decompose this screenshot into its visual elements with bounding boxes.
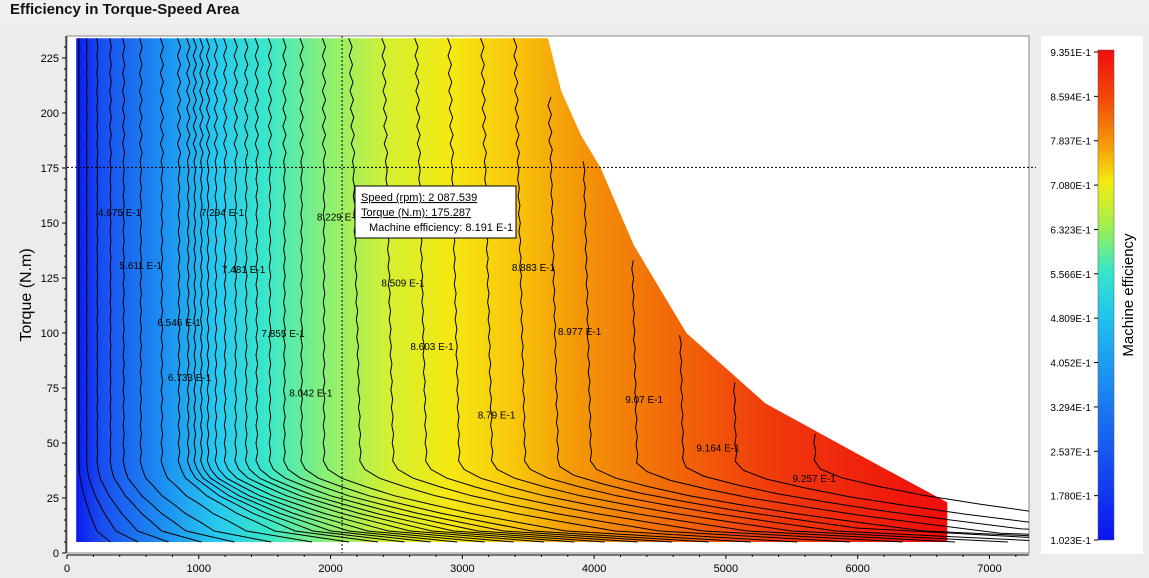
contour-line	[299, 38, 709, 543]
x-tick-label: 7000	[977, 563, 1001, 575]
contour-line	[192, 38, 405, 543]
contour-line	[282, 38, 672, 543]
contour-line	[176, 38, 350, 543]
x-tick-label: 1000	[187, 563, 211, 575]
y-tick-label: 175	[41, 163, 59, 175]
contour-line	[381, 38, 850, 543]
contour-label: 6.546 E-1	[157, 318, 201, 329]
contour-line	[233, 38, 545, 543]
tooltip: Speed (rpm): 2 087.539 Torque (N.m): 175…	[354, 185, 517, 239]
contour-label: 8.79 E-1	[478, 410, 516, 421]
contour-labels: 4.675 E-1 5.611 E-1 6.546 E-1 6.733 E-1 7.29…	[98, 208, 836, 485]
contour-lines	[78, 38, 1029, 543]
contour-line	[244, 38, 575, 543]
y-axis-label: Torque (N.m)	[18, 248, 35, 341]
contour-line	[447, 38, 956, 543]
y-tick-label: 75	[47, 383, 59, 395]
contour-line	[547, 96, 1029, 538]
x-tick-label: 4000	[582, 563, 606, 575]
contour-line	[223, 38, 514, 543]
contour-line	[138, 38, 272, 543]
contour-line	[85, 38, 139, 543]
contour-label: 7.481 E-1	[222, 265, 266, 276]
contour-line	[159, 38, 313, 543]
efficiency-region	[76, 38, 948, 542]
contour-line	[205, 38, 458, 543]
contour-line	[813, 433, 1029, 512]
contour-line	[733, 382, 1029, 523]
contour-line	[213, 38, 485, 543]
contour-line	[267, 38, 638, 543]
contour-label: 8.977 E-1	[558, 327, 602, 338]
contour-line	[513, 38, 1029, 541]
contour-line	[679, 335, 1029, 530]
contour-label: 6.733 E-1	[168, 373, 212, 384]
x-tick-label: 0	[64, 563, 70, 575]
contour-line	[414, 38, 903, 543]
contour-line	[78, 38, 111, 543]
tooltip-torque: Torque (N.m): 175.287	[361, 207, 471, 219]
contour-line	[348, 38, 798, 543]
contour-line	[480, 38, 1008, 543]
contour-line	[321, 38, 751, 543]
contour-line	[96, 38, 169, 543]
tooltip-speed: Speed (rpm): 2 087.539	[361, 192, 477, 204]
contour-line	[199, 38, 431, 543]
y-axis: 0 25 50 75 100 125 150 175 200 225	[41, 36, 67, 560]
contour-label: 8.883 E-1	[512, 263, 556, 274]
y-tick-label: 150	[41, 218, 59, 230]
contour-label: 9.257 E-1	[793, 474, 837, 485]
page-title: Efficiency in Torque-Speed Area	[10, 1, 240, 18]
x-tick-label: 6000	[845, 563, 869, 575]
contour-label: 7.855 E-1	[261, 329, 305, 340]
title-bar: Efficiency in Torque-Speed Area	[0, 0, 1149, 24]
contour-line	[122, 38, 235, 543]
x-tick-label: 3000	[450, 563, 474, 575]
contour-label: 8.509 E-1	[381, 278, 425, 289]
contour-label: 8.042 E-1	[289, 388, 333, 399]
x-axis: 0 1000 2000 3000 4000 5000 6000 7000	[64, 554, 1029, 575]
contour-label: 4.675 E-1	[98, 208, 142, 219]
x-tick-label: 5000	[714, 563, 738, 575]
contour-label: 8.229 E-1	[317, 212, 361, 223]
tooltip-efficiency: Machine efficiency: 8.191 E-1	[369, 222, 513, 234]
colorbar-panel	[1041, 36, 1143, 554]
y-tick-label: 50	[47, 438, 59, 450]
contour-line	[109, 38, 202, 543]
y-tick-label: 100	[41, 328, 59, 340]
contour-line	[254, 38, 605, 543]
contour-label: 7.294 E-1	[201, 208, 245, 219]
contour-label: 9.164 E-1	[696, 443, 740, 454]
y-tick-label: 225	[41, 53, 59, 65]
contour-label: 9.07 E-1	[625, 395, 663, 406]
y-tick-label: 200	[41, 108, 59, 120]
y-tick-label: 25	[47, 493, 59, 505]
contour-line	[186, 38, 379, 543]
contour-label: 5.611 E-1	[119, 261, 162, 272]
y-tick-label: 0	[53, 548, 59, 560]
contour-label: 8.603 E-1	[410, 342, 454, 353]
y-tick-label: 125	[41, 273, 59, 285]
contour-line	[631, 260, 1029, 535]
x-tick-label: 2000	[318, 563, 342, 575]
contour-line	[582, 161, 1029, 537]
